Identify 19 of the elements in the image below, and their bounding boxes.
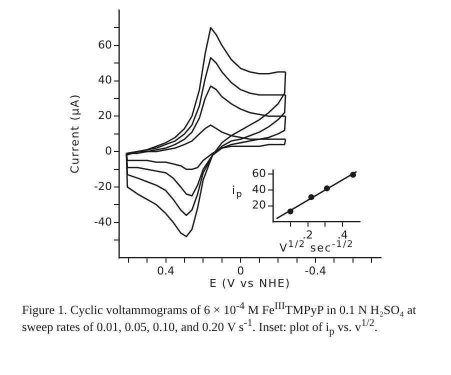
x-tick-label: 0 <box>237 264 244 278</box>
text: Figure 1. Cyclic voltammograms of 6 × 10$^{-4}$ M Fe$^{III}$TMPyP in 0.1 N H₂SO₄ at sweep rates of 0.01, 0.05, 0.10, and 0.20 V s$^{-1}$. Inset: plot of i$_{p}$ vs. v$^{1/2}$. <box>22 301 416 338</box>
y-tick-label: 40 <box>252 182 266 196</box>
x-tick-label: -0.4 <box>304 264 326 278</box>
y-tick-label: 40 <box>98 74 112 87</box>
y-axis-title: i$_{p}$ <box>232 184 243 200</box>
y-tick-label: 20 <box>98 109 112 122</box>
y-axis-title: Current (μA) <box>68 94 82 174</box>
x-tick-label: .2 <box>302 228 314 242</box>
x-axis-title: V$^{1/2}$ sec$^{-1/2}$ <box>279 238 354 254</box>
y-tick-label: 0 <box>104 144 112 158</box>
x-tick-label: 0.4 <box>157 264 175 278</box>
y-tick-label: -20 <box>94 180 112 193</box>
y-tick-label: -40 <box>94 215 112 228</box>
y-tick-label: 60 <box>252 166 266 180</box>
x-axis-title: E (V vs NHE) <box>209 276 291 290</box>
y-tick-label: 20 <box>252 198 266 212</box>
x-tick-label: .4 <box>337 228 348 242</box>
y-tick-label: 60 <box>98 38 112 52</box>
